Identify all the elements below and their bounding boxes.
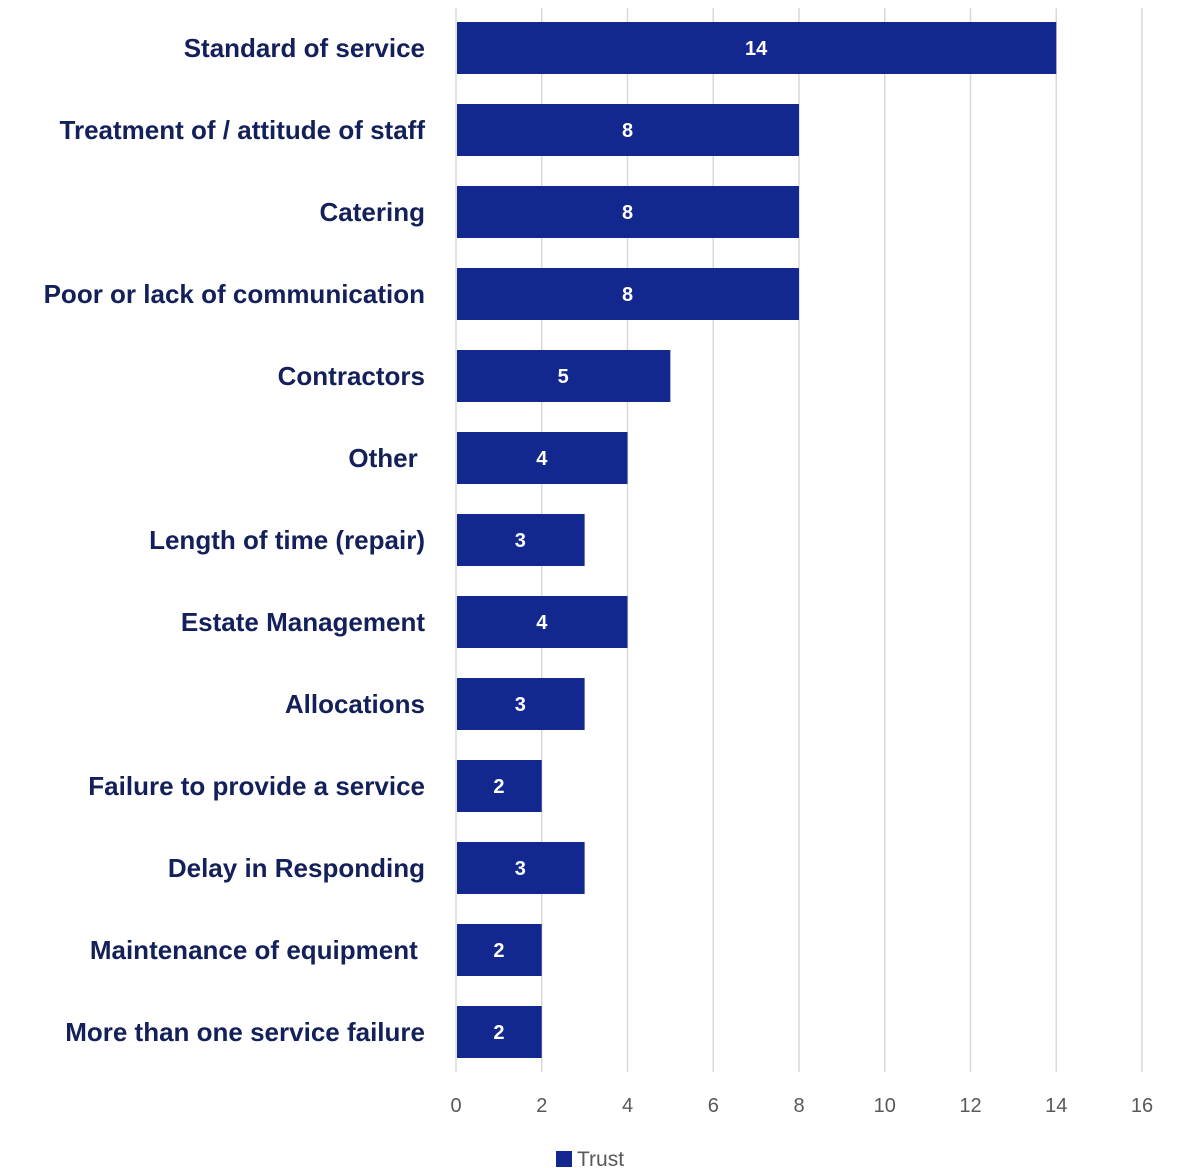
category-label: Estate Management: [181, 607, 426, 637]
category-label: Catering: [320, 197, 425, 227]
x-tick-label: 2: [536, 1095, 547, 1117]
x-tick-label: 8: [793, 1095, 804, 1117]
x-tick-label: 0: [450, 1095, 461, 1117]
x-tick-label: 6: [708, 1095, 719, 1117]
category-label: Standard of service: [184, 33, 425, 63]
bar: [457, 104, 799, 156]
bar-value-label: 2: [493, 1022, 504, 1044]
bar-value-label: 3: [515, 858, 526, 880]
bar: [457, 924, 542, 976]
category-label: Delay in Responding: [168, 853, 425, 883]
bar: [457, 678, 585, 730]
x-tick-label: 12: [959, 1095, 981, 1117]
category-label: Maintenance of equipment: [90, 935, 425, 965]
x-tick-label: 14: [1045, 1095, 1067, 1117]
bar-value-label: 8: [622, 284, 633, 306]
bar: [457, 22, 1057, 74]
category-label: Treatment of / attitude of staff: [60, 115, 426, 145]
bar-value-label: 3: [515, 694, 526, 716]
bar: [457, 186, 799, 238]
x-axis-ticks: 0 2 4 6 8 10 12 14 16: [450, 1095, 1153, 1117]
bar: [457, 842, 585, 894]
category-label: Other: [348, 443, 425, 473]
x-tick-label: 10: [874, 1095, 896, 1117]
bar-value-label: 4: [536, 448, 548, 470]
bar: [457, 514, 585, 566]
bar: [457, 1006, 542, 1058]
legend: Trust: [556, 1148, 624, 1168]
category-label: Contractors: [278, 361, 425, 391]
bars: 14 8 8 8 5 4 3 4 3 2 3 2 2: [457, 22, 1057, 1058]
legend-swatch: [556, 1151, 572, 1167]
bar-value-label: 2: [493, 776, 504, 798]
x-tick-label: 4: [622, 1095, 633, 1117]
bar-value-label: 8: [622, 202, 633, 224]
bar: [457, 350, 671, 402]
category-labels: Standard of service Treatment of / attitu…: [44, 33, 426, 1047]
legend-label-trust: Trust: [577, 1148, 624, 1168]
bar: [457, 760, 542, 812]
bar: [457, 596, 628, 648]
bar-value-label: 14: [745, 38, 768, 60]
category-label: More than one service failure: [65, 1017, 425, 1047]
gridlines: [455, 8, 1143, 1072]
category-label: Allocations: [285, 689, 425, 719]
x-tick-label: 16: [1131, 1095, 1153, 1117]
bar: [457, 268, 799, 320]
category-label: Failure to provide a service: [88, 771, 425, 801]
category-label: Poor or lack of communication: [44, 279, 425, 309]
bar-value-label: 8: [622, 120, 633, 142]
bar-value-label: 5: [558, 366, 569, 388]
bar-value-label: 2: [493, 940, 504, 962]
category-label: Length of time (repair): [149, 525, 425, 555]
bar-value-label: 3: [515, 530, 526, 552]
bar-value-label: 4: [536, 612, 548, 634]
bar: [457, 432, 628, 484]
